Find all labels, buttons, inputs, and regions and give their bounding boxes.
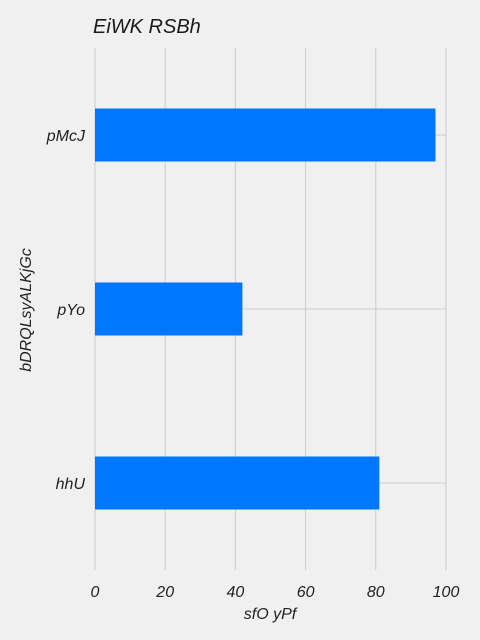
x-tick-label: 60	[297, 584, 315, 601]
y-tick-label: pYo	[56, 302, 85, 319]
y-axis-label: bDRQLsyALKjGc	[18, 248, 35, 372]
x-tick-label: 80	[367, 584, 385, 601]
y-tick-label: pMcJ	[46, 128, 86, 145]
chart-title: EiWK RSBh	[93, 16, 201, 38]
x-tick-labels: 0 20 40 60 80 100	[91, 584, 460, 601]
y-tick-labels: pMcJ pYo hhU	[46, 128, 86, 493]
bars	[95, 108, 436, 510]
x-tick-label: 20	[155, 584, 174, 601]
x-tick-label: 40	[227, 584, 245, 601]
x-tick-label: 0	[91, 584, 100, 601]
bar-pMcJ	[95, 108, 436, 162]
x-axis-label: sfO yPf	[244, 606, 298, 623]
x-tick-label: 100	[433, 584, 460, 601]
bar-pYo	[95, 282, 243, 336]
bar-hhU	[95, 456, 380, 510]
y-tick-label: hhU	[56, 476, 86, 493]
